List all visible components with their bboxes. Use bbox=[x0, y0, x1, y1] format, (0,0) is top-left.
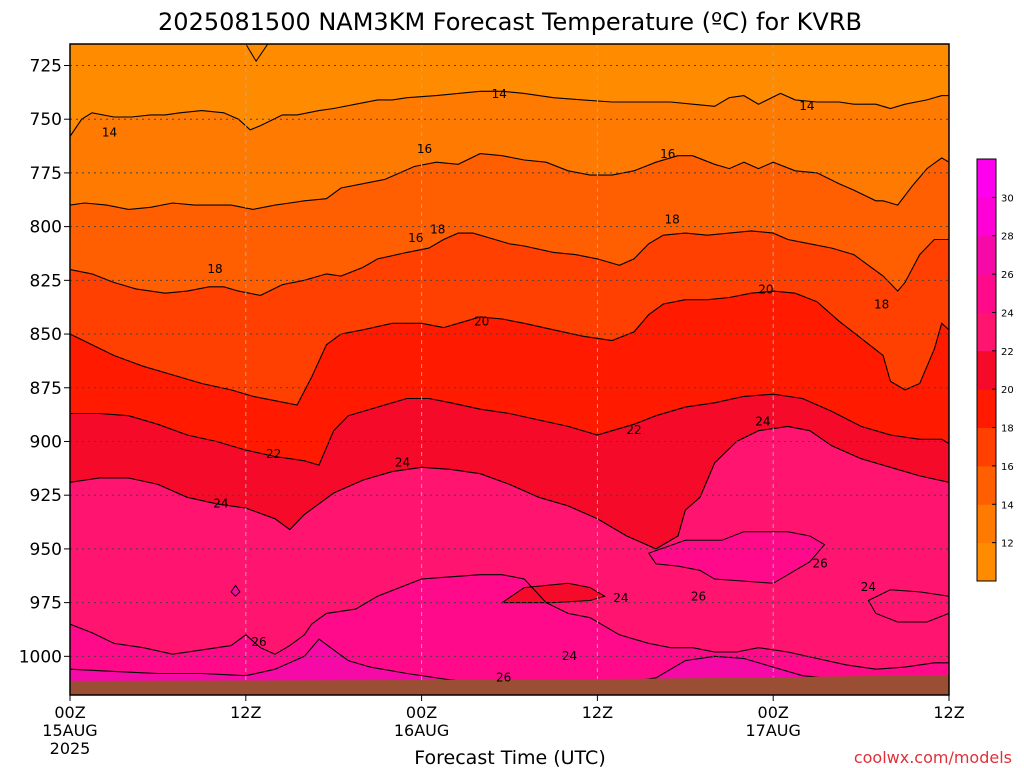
credit-link[interactable]: coolwx.com/models bbox=[854, 748, 1012, 767]
contour-label: 18 bbox=[430, 222, 445, 236]
x-tick-label: 00Z bbox=[758, 703, 789, 722]
contour-label: 18 bbox=[664, 213, 679, 227]
y-tick-label: 875 bbox=[30, 379, 62, 399]
y-tick-label: 975 bbox=[30, 594, 62, 614]
colorbar-segment bbox=[977, 159, 996, 198]
x-tick-label: 00Z bbox=[54, 703, 85, 722]
contour-label: 18 bbox=[207, 262, 222, 276]
y-tick-label: 800 bbox=[30, 218, 62, 238]
contour-label: 26 bbox=[496, 670, 511, 684]
y-tick-label: 775 bbox=[30, 164, 62, 184]
contour-label: 24 bbox=[562, 649, 577, 663]
y-tick-label: 1000 bbox=[19, 647, 62, 667]
contour-label: 16 bbox=[660, 147, 675, 161]
y-tick-label: 725 bbox=[30, 56, 62, 76]
contour-line-18 bbox=[70, 230, 949, 296]
y-axis: 725 750 775 800 825 850 875 900 925 950 975 1000 bbox=[19, 56, 70, 667]
contour-line-20 bbox=[70, 290, 949, 406]
x-tick-label: 12Z bbox=[582, 703, 613, 722]
x-axis-title: Forecast Time (UTC) bbox=[414, 747, 605, 768]
colorbar-label: 22 bbox=[1001, 347, 1014, 358]
colorbar-label: 26 bbox=[1001, 270, 1014, 281]
colorbar-label: 24 bbox=[1001, 308, 1014, 319]
colorbar-label: 20 bbox=[1001, 385, 1014, 396]
contour-label: 24 bbox=[861, 580, 876, 594]
band-24 bbox=[70, 426, 949, 695]
contour-island-26-2 bbox=[867, 589, 949, 623]
colorbar-label: 30 bbox=[1001, 193, 1014, 204]
contour-label: 24 bbox=[213, 496, 228, 510]
colorbar-segment bbox=[977, 504, 996, 544]
colorbar-segment bbox=[977, 542, 996, 582]
contour-label: 14 bbox=[492, 87, 507, 101]
colorbar-segment bbox=[977, 197, 996, 237]
colorbar-segment bbox=[977, 389, 996, 429]
contour-label: 24 bbox=[755, 415, 770, 429]
plot-area: 14 14 14 16 16 16 18 18 18 18 20 20 22 22 24 24 24 26 24 26… bbox=[69, 43, 950, 696]
contour-label: 20 bbox=[758, 283, 773, 297]
x-tick-label: 12Z bbox=[933, 703, 964, 722]
colorbar-label: 14 bbox=[1001, 500, 1014, 511]
colorbar-label: 28 bbox=[1001, 232, 1014, 243]
colorbar-label: 16 bbox=[1001, 462, 1014, 473]
colorbar-frame bbox=[976, 158, 997, 582]
contour-label: 14 bbox=[102, 126, 117, 140]
x-tick-date: 16AUG bbox=[394, 721, 449, 740]
contour-label: 26 bbox=[812, 556, 827, 570]
contour-line-26 bbox=[70, 574, 949, 670]
y-tick-label: 825 bbox=[30, 271, 62, 291]
colorbar-label: 12 bbox=[1001, 539, 1014, 550]
contour-label: 14 bbox=[799, 99, 814, 113]
contour-label: 24 bbox=[613, 591, 628, 605]
x-tick-label: 12Z bbox=[230, 703, 261, 722]
y-tick-label: 850 bbox=[30, 325, 62, 345]
contour-top-patch bbox=[245, 44, 269, 63]
x-tick-date: 17AUG bbox=[745, 721, 800, 740]
contour-label: 22 bbox=[626, 423, 641, 437]
x-tick-year: 2025 bbox=[50, 739, 91, 758]
colorbar-segment bbox=[977, 465, 996, 505]
colorbar: 12 14 16 18 20 22 24 26 28 30 bbox=[976, 158, 1014, 582]
contour-line-22 bbox=[70, 393, 949, 466]
contour-label: 24 bbox=[395, 455, 410, 469]
contour-label: 20 bbox=[474, 315, 489, 329]
colorbar-segment bbox=[977, 235, 996, 275]
contour-line-24 bbox=[70, 425, 949, 550]
contour-line-16 bbox=[70, 153, 949, 210]
x-tick-label: 00Z bbox=[406, 703, 437, 722]
contour-island-26-0 bbox=[647, 531, 826, 584]
contour-label: 26 bbox=[251, 635, 266, 649]
contour-label: 22 bbox=[266, 447, 281, 461]
colorbar-segment bbox=[977, 427, 996, 467]
contour-label: 26 bbox=[691, 590, 706, 604]
contour-label: 16 bbox=[408, 231, 423, 245]
y-tick-label: 750 bbox=[30, 110, 62, 130]
y-tick-label: 925 bbox=[30, 486, 62, 506]
colorbar-segment bbox=[977, 350, 996, 390]
y-tick-label: 900 bbox=[30, 432, 62, 452]
ground-surface bbox=[70, 674, 949, 695]
colorbar-segment bbox=[977, 274, 996, 313]
contour-label: 16 bbox=[417, 142, 432, 156]
colorbar-segment bbox=[977, 312, 996, 352]
contour-line-14 bbox=[70, 90, 949, 137]
contour-label: 18 bbox=[874, 298, 889, 312]
x-tick-date: 15AUG bbox=[42, 721, 97, 740]
plot-frame bbox=[69, 43, 950, 696]
colorbar-label: 18 bbox=[1001, 424, 1014, 435]
chart-title: 2025081500 NAM3KM Forecast Temperature (… bbox=[158, 8, 862, 36]
contour-island-28-3 bbox=[230, 584, 241, 597]
y-tick-label: 950 bbox=[30, 540, 62, 560]
